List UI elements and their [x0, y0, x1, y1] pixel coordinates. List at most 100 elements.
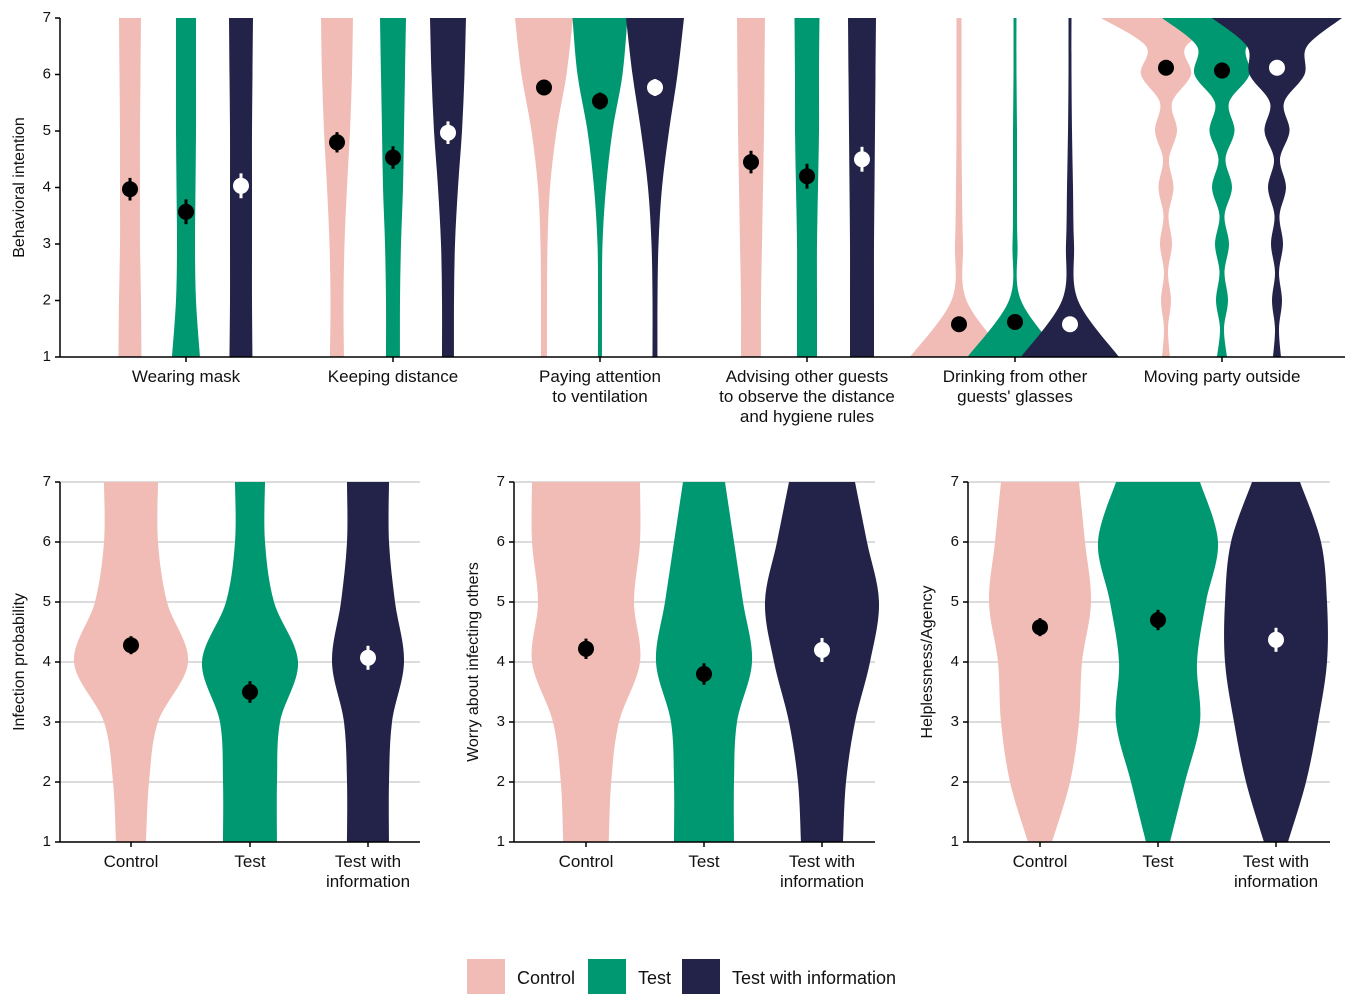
y-tick-label: 3	[43, 713, 51, 730]
means	[122, 59, 1285, 333]
y-tick-label: 1	[951, 833, 959, 850]
y-tick-label: 3	[43, 235, 51, 252]
mean-marker	[1158, 59, 1174, 76]
violin	[531, 482, 641, 842]
mean-marker	[647, 79, 663, 96]
violin	[321, 18, 353, 357]
mean-marker	[1007, 313, 1023, 330]
mean-marker	[814, 642, 830, 658]
mean-marker	[440, 124, 456, 141]
y-tick-label: 6	[43, 65, 51, 82]
x-tick-label: Control	[1012, 852, 1068, 871]
y-tick-label: 7	[43, 473, 51, 490]
y-tick-label: 6	[497, 533, 505, 550]
violin	[910, 18, 1008, 357]
y-tick-label: 1	[497, 833, 505, 850]
violins	[73, 482, 405, 842]
violin	[1097, 482, 1219, 842]
y-tick-label: 3	[951, 713, 959, 730]
violin	[201, 482, 299, 842]
mean-marker	[1032, 619, 1048, 636]
y-tick-label: 6	[951, 533, 959, 550]
x-tick-label: Advising other guests to observe the dis…	[719, 367, 895, 426]
y-axis-label: Infection probability	[11, 593, 28, 731]
x-tick-label: Test with information	[779, 852, 865, 891]
y-tick-label: 2	[951, 773, 959, 790]
y-tick-label: 4	[43, 653, 51, 670]
means	[578, 638, 830, 685]
legend-swatch	[682, 959, 720, 994]
legend: Control Test Test with information	[467, 959, 896, 994]
violin	[737, 18, 765, 357]
plot: 1 2 3 4 5 6 7 Helplessness/Agency	[919, 473, 1330, 850]
mean-marker	[592, 93, 608, 110]
violin	[626, 18, 684, 357]
legend-swatch	[467, 959, 505, 994]
x-tick-label: Moving party outside	[1143, 367, 1301, 386]
x-tick-label: Control	[558, 852, 614, 871]
plot: 1 2 3 4 5 6 7 Behavioral intention	[11, 9, 1345, 365]
violins	[531, 482, 880, 842]
means	[1032, 609, 1284, 652]
violins	[988, 482, 1328, 842]
mean-marker	[799, 168, 815, 185]
mean-marker	[854, 151, 870, 168]
y-tick-label: 5	[43, 593, 51, 610]
y-tick-label: 1	[43, 833, 51, 850]
violin	[73, 482, 189, 842]
mean-marker	[1214, 62, 1230, 79]
violin	[1101, 18, 1231, 357]
violin	[1224, 482, 1328, 842]
violin	[655, 482, 753, 842]
violin	[1021, 18, 1119, 357]
y-axis-label: Worry about infecting others	[465, 562, 482, 762]
violin	[430, 18, 466, 357]
violins	[118, 18, 1342, 357]
x-tick-label: Test	[688, 852, 720, 871]
violin	[515, 18, 573, 357]
mean-marker	[178, 203, 194, 220]
legend-label: Test with information	[732, 968, 896, 988]
plot: 1 2 3 4 5 6 7 Worry about infecting others	[465, 473, 880, 850]
y-tick-label: 2	[497, 773, 505, 790]
y-tick-label: 5	[951, 593, 959, 610]
mean-marker	[696, 666, 712, 682]
violin	[172, 18, 200, 357]
x-tick-label: Wearing mask	[131, 367, 241, 386]
y-tick-label: 4	[43, 178, 51, 195]
y-tick-label: 2	[43, 773, 51, 790]
legend-label: Test	[638, 968, 671, 988]
x-tick-label: Control	[103, 852, 159, 871]
violin	[1162, 18, 1282, 357]
y-tick-label: 1	[43, 348, 51, 365]
mean-marker	[122, 181, 138, 198]
mean-marker	[1062, 316, 1078, 333]
violin	[380, 18, 406, 357]
y-tick-label: 5	[43, 122, 51, 139]
mean-marker	[1268, 631, 1284, 648]
violin	[572, 18, 628, 357]
mean-marker	[951, 316, 967, 333]
y-tick-label: 5	[497, 593, 505, 610]
x-tick-label: Test with information	[325, 852, 411, 891]
mean-marker	[123, 637, 139, 654]
y-tick-label: 7	[497, 473, 505, 490]
y-tick-label: 4	[497, 653, 505, 670]
mean-marker	[385, 149, 401, 166]
y-tick-label: 4	[951, 653, 959, 670]
y-axis-label: Helplessness/Agency	[919, 586, 936, 739]
means	[123, 636, 376, 703]
x-tick-label: Keeping distance	[327, 367, 459, 386]
violin	[988, 482, 1092, 842]
mean-marker	[242, 684, 258, 700]
mean-marker	[233, 177, 249, 194]
mean-marker	[578, 640, 594, 657]
violin	[967, 18, 1063, 357]
mean-marker	[329, 134, 345, 151]
x-tick-label: Test	[1142, 852, 1174, 871]
mean-marker	[360, 649, 376, 666]
y-axis-label: Behavioral intention	[11, 117, 28, 258]
legend-label: Control	[517, 968, 575, 988]
legend-swatch	[588, 959, 626, 994]
